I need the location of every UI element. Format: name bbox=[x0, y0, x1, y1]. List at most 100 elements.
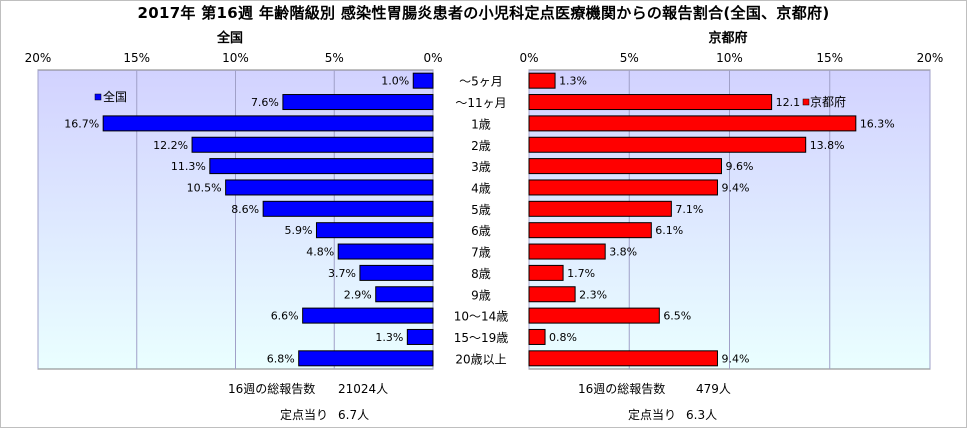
data-label-kyoto: 2.3% bbox=[579, 288, 607, 301]
national-total-summary: 16週の総報告数 21024人 bbox=[228, 380, 388, 397]
bar-national bbox=[298, 350, 434, 367]
data-label-national: 3.7% bbox=[328, 267, 356, 280]
category-label: 10～14歳 bbox=[454, 310, 509, 324]
bar-kyoto bbox=[528, 179, 718, 196]
category-label: 6歳 bbox=[471, 224, 491, 238]
category-label: 3歳 bbox=[471, 160, 491, 174]
data-label-kyoto: 6.5% bbox=[663, 310, 691, 323]
data-label-national: 12.2% bbox=[153, 139, 188, 152]
bar-national bbox=[412, 72, 434, 89]
data-label-kyoto: 9.6% bbox=[725, 160, 753, 173]
national-total-label: 16週の総報告数 bbox=[228, 382, 316, 396]
bar-kyoto bbox=[528, 350, 718, 367]
data-label-national: 6.6% bbox=[271, 310, 299, 323]
x-tick-label-kyoto: 0% bbox=[519, 51, 538, 65]
bar-national bbox=[191, 136, 434, 153]
x-tick-label-national: 5% bbox=[325, 51, 344, 65]
bar-national bbox=[337, 243, 434, 260]
data-label-national: 5.9% bbox=[285, 224, 313, 237]
bar-kyoto bbox=[528, 264, 564, 281]
national-total-value: 21024人 bbox=[338, 382, 389, 396]
bar-kyoto bbox=[528, 72, 556, 89]
bar-kyoto bbox=[528, 222, 652, 239]
legend-label-kyoto: 京都府 bbox=[810, 94, 846, 109]
x-tick-label-kyoto: 20% bbox=[917, 51, 944, 65]
data-label-kyoto: 16.3% bbox=[860, 117, 895, 130]
x-tick-label-kyoto: 5% bbox=[620, 51, 639, 65]
x-tick-label-kyoto: 10% bbox=[716, 51, 743, 65]
bar-national bbox=[359, 264, 434, 281]
data-label-kyoto: 12.1 bbox=[776, 96, 801, 109]
bar-kyoto bbox=[528, 136, 807, 153]
bar-kyoto bbox=[528, 94, 773, 111]
panel-title-kyoto: 京都府 bbox=[708, 31, 748, 46]
national-per-value: 6.7人 bbox=[338, 408, 370, 422]
bar-national bbox=[209, 158, 434, 175]
category-label: 7歳 bbox=[471, 246, 491, 260]
data-label-kyoto: 7.1% bbox=[675, 203, 703, 216]
data-label-national: 2.9% bbox=[344, 288, 372, 301]
bar-national bbox=[262, 200, 434, 217]
panel-title-national: 全国 bbox=[216, 31, 243, 46]
category-label: 9歳 bbox=[471, 288, 491, 302]
bar-national bbox=[302, 307, 434, 324]
kyoto-per-value: 6.3人 bbox=[686, 408, 718, 422]
data-label-national: 16.7% bbox=[64, 117, 99, 130]
data-label-kyoto: 6.1% bbox=[655, 224, 683, 237]
bar-national bbox=[225, 179, 434, 196]
kyoto-per-label: 定点当り bbox=[628, 408, 677, 422]
national-per-label: 定点当り bbox=[280, 408, 329, 422]
bar-national bbox=[315, 222, 434, 239]
category-label: 20歳以上 bbox=[455, 352, 506, 366]
bar-kyoto bbox=[528, 328, 546, 345]
bar-kyoto bbox=[528, 158, 722, 175]
x-tick-label-national: 0% bbox=[423, 51, 442, 65]
kyoto-total-summary: 16週の総報告数 479人 bbox=[578, 380, 731, 397]
bar-kyoto bbox=[528, 307, 660, 324]
bar-kyoto bbox=[528, 200, 672, 217]
category-label: 15～19歳 bbox=[454, 331, 509, 345]
kyoto-total-value: 479人 bbox=[696, 382, 731, 396]
data-label-national: 4.8% bbox=[306, 246, 334, 259]
kyoto-per-summary: 定点当り 6.3人 bbox=[628, 406, 717, 423]
x-tick-label-national: 15% bbox=[123, 51, 150, 65]
data-label-kyoto: 13.8% bbox=[810, 139, 845, 152]
legend-swatch-national bbox=[94, 93, 102, 101]
category-label: 8歳 bbox=[471, 267, 491, 281]
data-label-national: 7.6% bbox=[251, 96, 279, 109]
kyoto-total-label: 16週の総報告数 bbox=[578, 382, 666, 396]
x-tick-label-kyoto: 15% bbox=[816, 51, 843, 65]
data-label-kyoto: 3.8% bbox=[609, 246, 637, 259]
bar-kyoto bbox=[528, 243, 606, 260]
x-tick-label-national: 10% bbox=[222, 51, 249, 65]
bar-kyoto bbox=[528, 115, 857, 132]
data-label-kyoto: 1.7% bbox=[567, 267, 595, 280]
legend-label-national: 全国 bbox=[103, 89, 127, 104]
data-label-national: 10.5% bbox=[187, 181, 222, 194]
data-label-national: 8.6% bbox=[231, 203, 259, 216]
data-label-kyoto: 9.4% bbox=[721, 352, 749, 365]
x-tick-label-national: 20% bbox=[25, 51, 52, 65]
data-label-national: 1.3% bbox=[375, 331, 403, 344]
bar-kyoto bbox=[528, 286, 576, 303]
data-label-kyoto: 1.3% bbox=[559, 75, 587, 88]
data-label-national: 6.8% bbox=[267, 352, 295, 365]
national-per-summary: 定点当り 6.7人 bbox=[280, 406, 369, 423]
category-label: 2歳 bbox=[471, 139, 491, 153]
category-label: 1歳 bbox=[471, 117, 491, 131]
category-label: 5歳 bbox=[471, 203, 491, 217]
chart-title: 2017年 第16週 年齢階級別 感染性胃腸炎患者の小児科定点医療機関からの報告… bbox=[137, 4, 830, 22]
legend-swatch-kyoto bbox=[802, 98, 810, 106]
bar-national bbox=[102, 115, 434, 132]
bar-national bbox=[282, 94, 434, 111]
category-label: 4歳 bbox=[471, 181, 491, 195]
category-label: ～11ヶ月 bbox=[455, 96, 506, 110]
bar-national bbox=[406, 328, 434, 345]
data-label-kyoto: 0.8% bbox=[549, 331, 577, 344]
data-label-kyoto: 9.4% bbox=[721, 181, 749, 194]
data-label-national: 11.3% bbox=[171, 160, 206, 173]
data-label-national: 1.0% bbox=[381, 75, 409, 88]
category-label: ～5ヶ月 bbox=[459, 75, 503, 89]
bar-national bbox=[375, 286, 434, 303]
